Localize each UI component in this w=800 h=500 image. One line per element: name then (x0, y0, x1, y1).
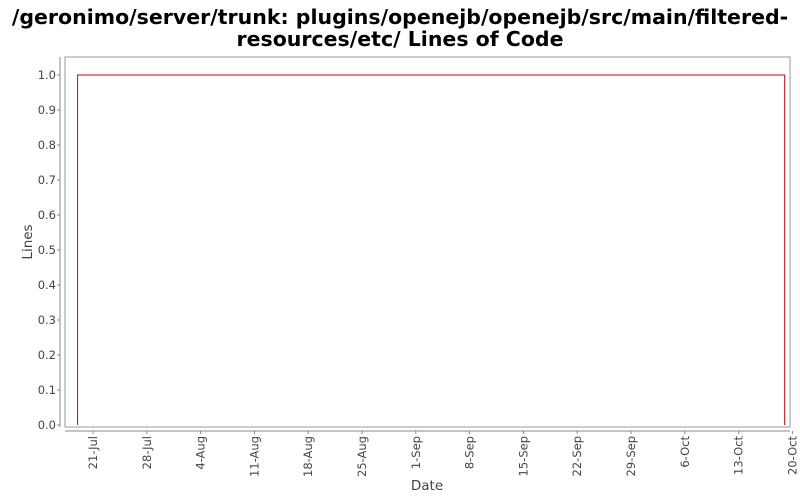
y-tick-label: 0.0 (38, 418, 56, 432)
y-tick-label: 0.4 (38, 278, 56, 292)
y-tick-label: 0.9 (38, 103, 56, 117)
x-tick-label: 6-Oct (678, 436, 692, 468)
x-tick-label: 18-Aug (301, 436, 315, 477)
x-tick-label: 8-Sep (463, 436, 477, 469)
chart-title-line-1: /geronimo/server/trunk: plugins/openejb/… (12, 5, 788, 29)
x-tick-label: 11-Aug (247, 436, 261, 477)
x-axis-label: Date (411, 478, 443, 494)
x-tick-label: 1-Sep (409, 436, 423, 469)
y-tick-label: 1.0 (38, 68, 56, 82)
x-tick-label: 22-Sep (570, 436, 584, 476)
y-tick-label: 0.2 (38, 348, 56, 362)
x-tick-label: 4-Aug (194, 436, 208, 470)
x-tick-label: 20-Oct (785, 436, 799, 475)
y-tick-label: 0.5 (38, 243, 56, 257)
x-tick-label: 21-Jul (86, 436, 100, 469)
y-tick-label: 0.8 (38, 138, 56, 152)
x-tick-label: 29-Sep (624, 436, 638, 476)
chart-title-line-2: resources/etc/ Lines of Code (237, 27, 564, 51)
series-layer (77, 74, 786, 425)
y-tick-label: 0.1 (38, 383, 56, 397)
x-tick-label: 28-Jul (140, 436, 154, 469)
y-tick-label: 0.6 (38, 208, 56, 222)
x-tick-label: 13-Oct (732, 436, 746, 475)
plot-area (64, 56, 791, 428)
x-tick-label: 25-Aug (355, 436, 369, 477)
x-axis: 21-Jul 28-Jul 4-Aug 11-Aug 18-Aug 25-Aug 1-Sep… (65, 430, 799, 477)
y-tick-label: 0.3 (38, 313, 56, 327)
y-tick-label: 0.7 (38, 173, 56, 187)
x-tick-label: 15-Sep (516, 436, 530, 476)
series-line-0 (77, 74, 786, 425)
y-axis-label: Lines (20, 224, 36, 259)
y-axis: 0.0 0.1 0.2 0.3 0.4 0.5 0.6 0.7 0.8 0.9 1.0 (38, 57, 61, 432)
